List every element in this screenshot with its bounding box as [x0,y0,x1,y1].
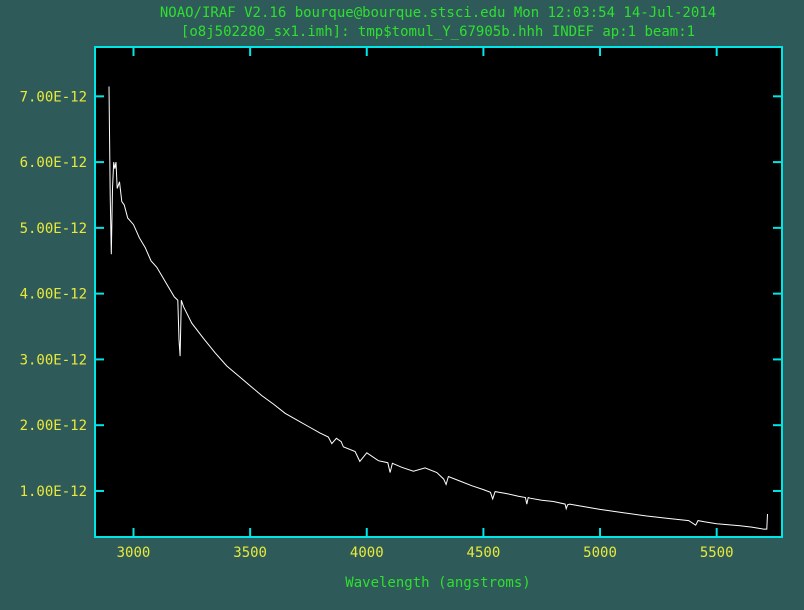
plot-subtitle: [o8j502280_sx1.imh]: tmp$tomul_Y_67905b.… [181,24,695,40]
plot-frame [94,46,783,538]
x-tick-label: 3000 [117,545,151,561]
x-tick-label: 4500 [467,545,501,561]
x-axis-label: Wavelength (angstroms) [345,575,530,591]
y-tick-label: 4.00E-12 [20,287,87,303]
x-tick-label: 5000 [583,545,617,561]
y-tick-label: 2.00E-12 [20,418,87,434]
y-tick-label: 6.00E-12 [20,155,87,171]
y-tick-label: 7.00E-12 [20,89,87,105]
x-tick-label: 5500 [700,545,734,561]
spectrum-series-line [108,86,768,530]
x-tick-label: 4000 [350,545,384,561]
y-tick-label: 1.00E-12 [20,484,87,500]
x-axis: 3000 3500 4000 4500 5000 5500 [117,47,734,561]
y-tick-label: 3.00E-12 [20,352,87,368]
y-tick-label: 5.00E-12 [20,221,87,237]
y-axis: 1.00E-12 2.00E-12 3.00E-12 4.00E-12 5.00E-12… [20,89,782,500]
x-tick-label: 3500 [233,545,267,561]
plot-title: NOAO/IRAF V2.16 bourque@bourque.stsci.ed… [160,5,716,21]
